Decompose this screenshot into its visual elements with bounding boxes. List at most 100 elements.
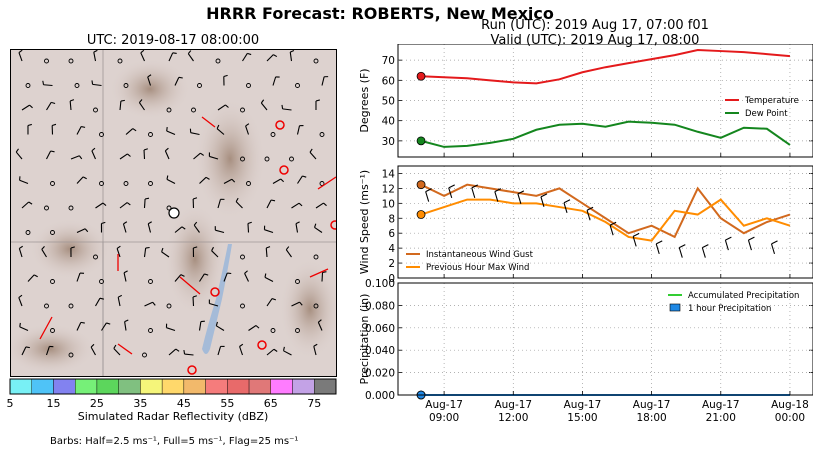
series-line: [420, 183, 791, 239]
wind-barb-feather: [205, 176, 210, 180]
wind-barb-feather: [771, 240, 778, 245]
colorbar-swatch: [161, 378, 185, 395]
wind-barb: [266, 199, 272, 209]
y-tick-label: 50: [382, 96, 395, 108]
wind-barb-feather: [494, 188, 502, 193]
wind-barb-feather: [748, 236, 755, 241]
wind-barb: [655, 243, 660, 255]
calm-wind-circle: [25, 83, 31, 88]
wind-barb: [494, 191, 499, 202]
wind-barb: [45, 346, 50, 356]
colorbar-tick-label: 15: [46, 397, 60, 410]
colorbar-tick-label: 45: [177, 397, 191, 410]
calm-wind-circle: [93, 254, 98, 260]
wind-barb: [563, 202, 568, 213]
wind-barb-feather: [127, 153, 131, 157]
wind-barb-feather: [144, 197, 150, 200]
calm-wind-circle: [270, 132, 276, 137]
wind-barb: [291, 301, 300, 307]
calm-wind-circle: [264, 156, 270, 162]
wind-barb: [124, 321, 127, 331]
wind-barb-feather: [101, 221, 106, 225]
calm-wind-circle: [123, 181, 129, 186]
colorbar-swatch: [31, 378, 54, 395]
wind-barb: [119, 153, 128, 160]
x-tick-label: 21:00: [706, 412, 736, 424]
chart-panel: 30 40 50 60 70 Degrees (F) Temperature Dew Poin…: [358, 44, 813, 158]
wind-barb-feather: [175, 348, 180, 352]
wind-barb: [321, 76, 325, 86]
wind-barb-feather: [216, 124, 220, 129]
wind-barbs: [15, 49, 329, 358]
wind-barb-feather: [140, 49, 145, 54]
wind-barb-feather: [51, 101, 56, 105]
wind-barb: [266, 298, 273, 307]
wind-barb: [448, 187, 453, 199]
y-tick-label: 0.000: [365, 390, 395, 402]
calm-wind-circle: [142, 352, 147, 358]
x-tick-label: 00:00: [775, 412, 805, 424]
wind-barb-feather: [99, 297, 104, 300]
wind-barb-feather: [82, 176, 87, 180]
plot-frame: [397, 165, 813, 279]
wind-barb: [245, 125, 250, 135]
x-tick-label: 18:00: [636, 412, 666, 424]
wind-barb: [76, 272, 81, 282]
calm-wind-circle: [313, 58, 319, 64]
wind-barb-feather: [302, 175, 307, 178]
wind-barb: [217, 346, 222, 356]
wind-barb-feather: [181, 226, 186, 230]
wind-barb-feather: [314, 223, 317, 228]
current-value-marker: [416, 71, 426, 81]
calm-wind-circle: [295, 279, 300, 284]
wind-barb: [285, 249, 292, 258]
calm-wind-circle: [148, 328, 153, 333]
wind-barb-feather: [143, 148, 148, 151]
wind-barb: [119, 100, 122, 111]
calm-wind-circle: [99, 181, 104, 186]
y-tick-label: 0.100: [365, 278, 395, 290]
wind-barb-feather: [273, 348, 278, 352]
colorbar-swatch: [183, 378, 206, 395]
wind-barb: [266, 348, 275, 356]
colorbar-tick-label: 5: [7, 397, 14, 410]
wind-barb: [211, 250, 219, 258]
wind-barb: [93, 52, 97, 62]
wind-barb: [76, 176, 84, 184]
wind-barb: [586, 210, 591, 221]
chart-panel: 0.000 0.020 0.040 0.060 0.080 0.100 Precipitat…: [358, 278, 813, 402]
wind-barb-feather: [266, 246, 271, 249]
calm-wind-circle: [117, 58, 123, 64]
figure-title: HRRR Forecast: ROBERTS, New Mexico: [206, 4, 554, 23]
wind-barb-feather: [25, 346, 30, 349]
wind-barb: [19, 179, 29, 185]
wind-barb-feather: [70, 246, 75, 249]
wind-barb: [147, 223, 152, 233]
wind-barb: [119, 202, 128, 209]
wind-barb-feather: [315, 99, 320, 102]
wind-barb: [123, 272, 127, 282]
y-tick-label: 0: [388, 273, 395, 285]
calm-wind-circle: [44, 303, 49, 309]
wind-barb-feather: [147, 221, 152, 225]
wind-barb-feather: [215, 321, 218, 326]
colorbar-tick-label: 55: [220, 397, 234, 410]
calm-wind-circle: [68, 352, 74, 358]
calm-wind-circle: [148, 181, 153, 186]
wind-barb-feather: [132, 128, 137, 132]
wind-barb-feather: [471, 184, 479, 189]
wind-barb-feather: [655, 240, 663, 245]
wind-barb: [187, 53, 194, 62]
calm-wind-circle: [50, 181, 55, 186]
wind-barb: [122, 223, 127, 233]
wind-barb-feather: [193, 246, 198, 249]
wind-barb-feather: [609, 221, 617, 226]
wind-barb: [314, 227, 323, 233]
wind-barb-feather: [29, 104, 33, 109]
calm-wind-circle: [148, 279, 153, 284]
wind-barb-feather: [586, 206, 594, 211]
wind-barb-feather: [178, 76, 183, 79]
legend-label: Instantaneous Wind Gust: [426, 250, 534, 260]
wind-barb: [282, 108, 292, 111]
legend-label: Temperature: [744, 96, 799, 106]
